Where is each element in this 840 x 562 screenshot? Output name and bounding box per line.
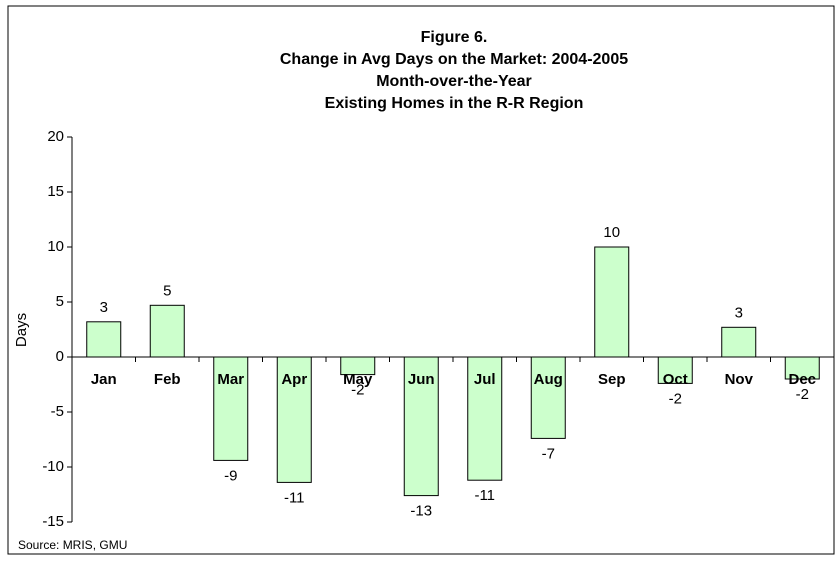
bar	[86, 321, 122, 358]
bar	[213, 356, 249, 461]
value-label: -13	[410, 503, 432, 520]
y-tick-label: -10	[42, 458, 64, 475]
y-tick-label: -15	[42, 513, 64, 530]
x-tick-label: Jun	[408, 371, 435, 388]
bar	[721, 326, 757, 358]
y-tick-label: 15	[47, 183, 64, 200]
chart-title: Change in Avg Days on the Market: 2004-2…	[280, 51, 628, 68]
y-tick-label: 5	[56, 293, 64, 310]
bar	[530, 356, 566, 439]
bar	[467, 356, 503, 481]
value-label: -2	[669, 390, 682, 407]
value-label: -2	[351, 382, 364, 399]
chart-title: Month-over-the-Year	[376, 73, 532, 90]
x-tick-label: Apr	[281, 371, 307, 388]
bar	[657, 356, 693, 384]
y-tick-label: 10	[47, 238, 64, 255]
value-label: -11	[284, 489, 305, 506]
y-axis-label: Days	[13, 313, 30, 347]
x-tick-label: Jan	[91, 371, 117, 388]
x-tick-label: Mar	[217, 371, 244, 388]
x-tick-label: Nov	[725, 371, 754, 388]
chart-title: Existing Homes in the R-R Region	[325, 95, 584, 112]
bar	[149, 304, 185, 358]
bar	[594, 246, 630, 358]
x-tick-label: Sep	[598, 371, 626, 388]
value-label: 3	[735, 304, 743, 321]
chart-title: Figure 6.	[421, 29, 488, 46]
x-tick-label: May	[343, 371, 373, 388]
x-tick-label: Jul	[474, 371, 496, 388]
value-label: 10	[603, 224, 620, 241]
x-tick-label: Aug	[534, 371, 563, 388]
y-tick-label: 0	[56, 348, 64, 365]
y-tick-label: 20	[47, 128, 64, 145]
x-tick-label: Dec	[788, 371, 816, 388]
value-label: 5	[163, 282, 171, 299]
x-tick-label: Feb	[154, 371, 181, 388]
value-label: -2	[796, 386, 809, 403]
y-tick-label: -5	[51, 403, 64, 420]
source-note: Source: MRIS, GMU	[18, 538, 127, 552]
value-label: -9	[224, 467, 237, 484]
value-label: 3	[100, 299, 108, 316]
x-tick-label: Oct	[663, 371, 688, 388]
value-label: -11	[474, 487, 495, 504]
value-label: -7	[542, 445, 555, 462]
